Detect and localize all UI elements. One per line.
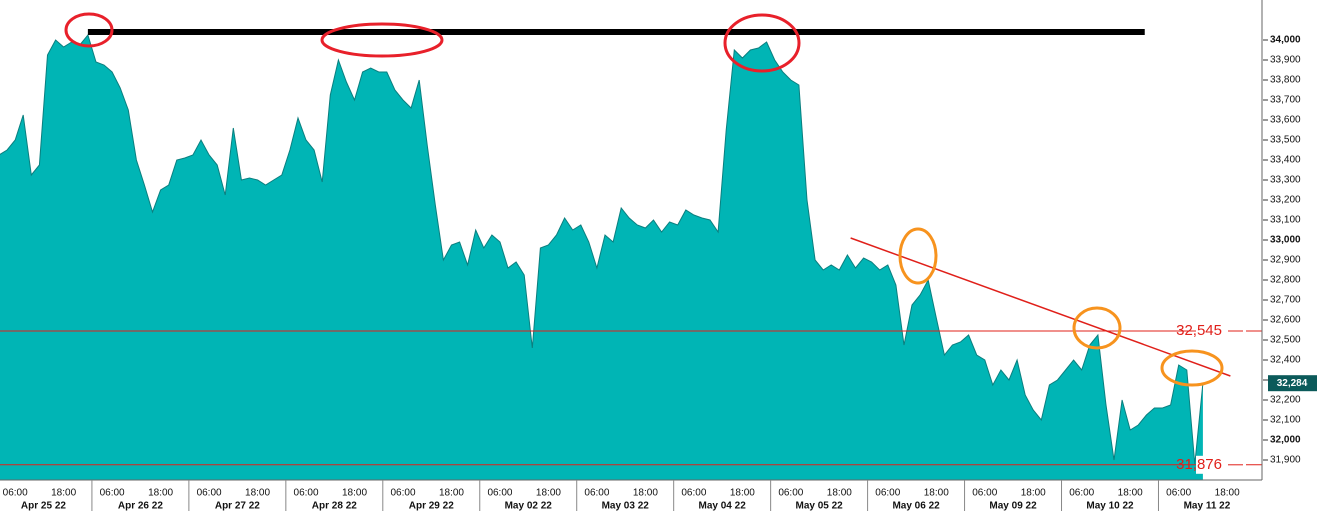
x-tick-label: 06:00 (681, 488, 706, 499)
x-tick-label: 06:00 (100, 488, 125, 499)
y-tick-label: 32,800 (1270, 275, 1301, 286)
date-label: Apr 27 22 (215, 501, 260, 511)
current-price-label: 32,284 (1277, 378, 1308, 389)
date-label: Apr 26 22 (118, 501, 163, 511)
x-tick-label: 06:00 (778, 488, 803, 499)
y-tick-label: 32,100 (1270, 415, 1301, 426)
y-tick-label: 33,100 (1270, 215, 1301, 226)
circle (1072, 306, 1122, 350)
y-tick-label: 34,000 (1270, 35, 1301, 46)
label-bg (1196, 322, 1246, 340)
trend-line (850, 237, 1231, 377)
y-tick-label: 32,000 (1270, 435, 1301, 446)
circle (723, 13, 801, 73)
date-label: Apr 28 22 (312, 501, 357, 511)
y-tick-label: 32,900 (1270, 255, 1301, 266)
x-tick-label: 18:00 (633, 488, 658, 499)
y-tick-label: 33,900 (1270, 55, 1301, 66)
label-bg (1196, 455, 1246, 474)
y-tick-label: 33,000 (1270, 235, 1301, 246)
axis-bg (1262, 0, 1317, 511)
x-tick-label: 06:00 (197, 488, 222, 499)
x-tick-label: 06:00 (1166, 488, 1191, 499)
date-label: May 09 22 (989, 501, 1037, 511)
y-tick-label: 33,500 (1270, 135, 1301, 146)
annotations (64, 12, 1224, 387)
x-tick-label: 06:00 (875, 488, 900, 499)
y-tick-label: 33,200 (1270, 195, 1301, 206)
reference-label: 31,876 (1176, 456, 1222, 473)
x-tick-label: 18:00 (827, 488, 852, 499)
y-tick-label: 33,400 (1270, 155, 1301, 166)
area (0, 35, 1203, 480)
date-label: Apr 29 22 (409, 501, 454, 511)
x-tick-label: 06:00 (584, 488, 609, 499)
x-tick-label: 06:00 (1069, 488, 1094, 499)
x-axis-bg (0, 480, 1262, 511)
date-label: May 10 22 (1086, 501, 1134, 511)
current-price-box (1268, 375, 1317, 392)
y-tick-label: 33,600 (1270, 115, 1301, 126)
date-label: Apr 25 22 (21, 501, 66, 511)
circle (898, 227, 938, 285)
circle (1160, 349, 1224, 387)
x-tick-label: 06:00 (972, 488, 997, 499)
x-tick-label: 06:00 (487, 488, 512, 499)
y-tick-label: 32,700 (1270, 295, 1301, 306)
x-tick-label: 18:00 (148, 488, 173, 499)
x-tick-label: 18:00 (51, 488, 76, 499)
y-tick-label: 32,200 (1270, 395, 1301, 406)
x-tick-label: 18:00 (536, 488, 561, 499)
x-tick-label: 18:00 (1215, 488, 1240, 499)
x-tick-label: 18:00 (1118, 488, 1143, 499)
y-tick-label: 33,800 (1270, 75, 1301, 86)
y-tick-label: 31,900 (1270, 455, 1301, 466)
y-tick-label: 32,400 (1270, 355, 1301, 366)
date-label: May 02 22 (505, 501, 553, 511)
x-tick-label: 18:00 (730, 488, 755, 499)
x-tick-label: 18:00 (924, 488, 949, 499)
date-label: May 05 22 (795, 501, 843, 511)
x-tick-label: 06:00 (390, 488, 415, 499)
x-tick-label: 18:00 (439, 488, 464, 499)
date-label: May 06 22 (892, 501, 940, 511)
x-tick-label: 18:00 (1021, 488, 1046, 499)
x-tick-label: 18:00 (245, 488, 270, 499)
y-tick-label: 33,300 (1270, 175, 1301, 186)
reference-label: 32,545 (1176, 322, 1222, 339)
y-tick-label: 32,600 (1270, 315, 1301, 326)
date-label: May 04 22 (699, 501, 747, 511)
x-tick-label: 06:00 (294, 488, 319, 499)
area-line (0, 33, 1204, 465)
x-tick-label: 18:00 (342, 488, 367, 499)
x-tick-label: 06:00 (3, 488, 28, 499)
date-label: May 11 22 (1184, 501, 1231, 511)
date-label: May 03 22 (602, 501, 650, 511)
circle (320, 22, 444, 58)
y-tick-label: 33,700 (1270, 95, 1301, 106)
circle (64, 12, 114, 48)
y-tick-label: 32,500 (1270, 335, 1301, 346)
